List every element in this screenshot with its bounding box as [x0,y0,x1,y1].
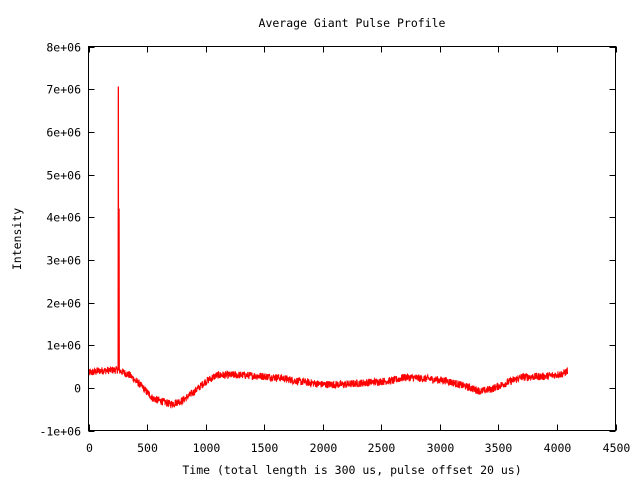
x-tick-label: 1500 [251,441,279,455]
y-tick-label: 4e+06 [46,211,81,225]
y-tick-label: 2e+06 [46,297,81,311]
x-tick-label: 4000 [544,441,572,455]
chart-title: Average Giant Pulse Profile [259,16,446,30]
x-tick-label: 2500 [368,441,396,455]
x-tick-label: 500 [137,441,158,455]
y-axis-label: Intensity [10,208,24,270]
x-tick-label: 3000 [427,441,455,455]
y-tick-label: 7e+06 [46,83,81,97]
y-tick-label: 8e+06 [46,41,81,55]
x-tick-label: 0 [86,441,93,455]
y-tick-label: -1e+06 [39,425,81,439]
x-tick-label: 4500 [603,441,631,455]
y-tick-label: 5e+06 [46,169,81,183]
x-tick-label: 2000 [310,441,338,455]
x-axis-label: Time (total length is 300 us, pulse offs… [182,463,521,477]
plot-border [88,46,616,431]
x-tick-label: 3500 [485,441,513,455]
y-tick-label: 3e+06 [46,254,81,268]
y-tick-label: 1e+06 [46,339,81,353]
x-tick-label: 1000 [193,441,221,455]
y-tick-label: 6e+06 [46,126,81,140]
series-line-profile [88,86,568,409]
y-tick-label: 0 [74,382,81,396]
